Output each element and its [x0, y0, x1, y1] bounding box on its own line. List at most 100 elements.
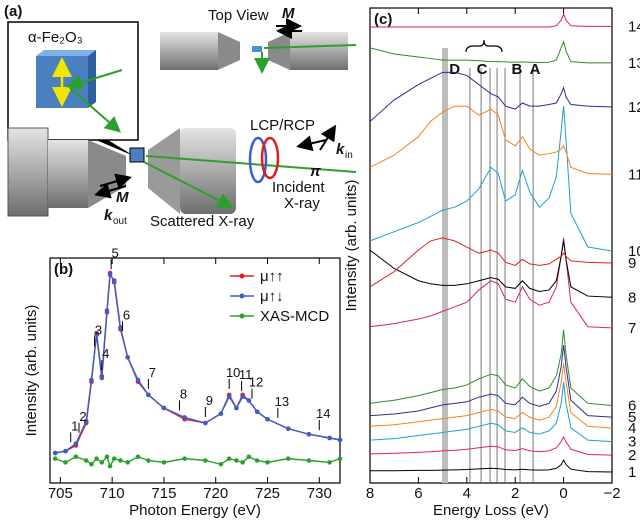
panel-label: (b)	[54, 261, 73, 278]
data-point	[52, 450, 58, 456]
x-tick-label: 730	[307, 485, 332, 502]
data-point	[254, 409, 260, 415]
data-point	[203, 420, 208, 426]
kout-symbol: k	[104, 207, 113, 224]
series-line	[55, 272, 341, 454]
legend-label: XAS-MCD	[260, 308, 329, 325]
series-line	[369, 237, 613, 329]
sample-top	[252, 46, 262, 52]
series-label: 12	[628, 99, 640, 116]
data-point	[99, 375, 105, 381]
feature-label: C	[477, 61, 488, 78]
legend-swatch	[239, 313, 245, 319]
data-point	[118, 458, 123, 463]
series-line	[369, 363, 613, 429]
data-point	[83, 458, 89, 463]
data-point	[182, 456, 187, 461]
pi-arrow	[319, 124, 337, 151]
peak-label: 3	[95, 323, 102, 338]
yoke-left	[7, 127, 49, 217]
x-axis-title: Energy Loss (eV)	[433, 502, 549, 519]
data-point	[234, 458, 239, 463]
data-point	[111, 456, 117, 461]
data-point	[218, 411, 224, 416]
feature-label: B	[511, 61, 522, 78]
inset-pointer	[96, 140, 134, 156]
data-point	[73, 454, 79, 460]
legend-label: μ↑↓	[260, 288, 284, 305]
series-line	[369, 40, 612, 64]
data-point	[161, 460, 167, 465]
pole-top-left	[218, 32, 240, 70]
pi-label: π	[310, 163, 321, 180]
series-label: 7	[628, 320, 636, 337]
series-line	[369, 381, 613, 443]
series-line	[369, 240, 613, 298]
data-point	[327, 460, 332, 465]
data-point	[265, 460, 270, 465]
x-tick-label: 705	[48, 485, 73, 502]
plot-frame	[369, 7, 613, 484]
series-label: 13	[628, 55, 640, 72]
data-point	[240, 394, 245, 400]
peak-label: 4	[102, 346, 109, 361]
magnet-top-right	[290, 32, 348, 70]
peak-label: 7	[149, 365, 156, 380]
incident-label: Incident	[272, 179, 325, 196]
data-point	[89, 377, 94, 383]
x-tick-label: 8	[366, 485, 374, 502]
data-point	[89, 461, 94, 467]
kout-sub: out	[113, 216, 127, 227]
data-point	[265, 416, 270, 422]
data-point	[285, 426, 291, 431]
peak-label: 2	[79, 409, 86, 424]
data-point	[118, 325, 123, 330]
legend-swatch	[239, 273, 245, 279]
x-tick-label: 2	[511, 485, 519, 502]
data-point	[63, 460, 68, 465]
legend-label: μ↑↑	[260, 268, 284, 285]
series-line	[369, 106, 613, 252]
data-point	[306, 458, 312, 463]
beam-out	[143, 161, 234, 208]
magnet-left	[48, 140, 88, 208]
x-axis-title: Photon Energy (eV)	[129, 502, 261, 519]
x-tick-label: 710	[100, 485, 125, 502]
data-point	[337, 437, 343, 443]
data-point	[226, 456, 232, 461]
sample-label: α-Fe₂O₃	[28, 29, 83, 46]
scattered-label: Scattered X-ray	[150, 213, 255, 230]
series-line	[370, 12, 612, 28]
series-label: 3	[628, 434, 636, 451]
x-tick-label: 0	[559, 485, 567, 502]
kin-arrow	[296, 135, 327, 152]
series-label: 5	[628, 409, 636, 426]
peak-label: 6	[123, 307, 130, 322]
y-axis-title: Intensity (arb. units)	[23, 305, 40, 437]
kin-symbol: k	[336, 141, 345, 158]
panel-label: (a)	[4, 3, 22, 20]
x-tick-label: 715	[151, 485, 176, 502]
brace	[465, 39, 503, 53]
data-point	[104, 310, 110, 315]
data-point	[135, 377, 141, 383]
series-line	[55, 272, 341, 454]
pole-top-right	[268, 32, 290, 70]
series-line	[369, 435, 613, 456]
lcp-ring	[248, 136, 268, 184]
series-line	[54, 455, 341, 468]
series-line	[369, 345, 613, 418]
x-tick-label: 720	[203, 485, 228, 502]
peak-label: 13	[275, 394, 289, 409]
series-label: 8	[628, 289, 636, 306]
series-label: 4	[628, 420, 636, 437]
rcp-ring	[260, 136, 280, 180]
data-point	[246, 398, 252, 403]
peak-label: 5	[111, 245, 118, 260]
x-tick-label: 4	[463, 485, 471, 502]
pole-right	[148, 128, 180, 214]
data-point	[107, 463, 113, 469]
polarization-label: LCP/RCP	[250, 117, 315, 134]
data-point	[306, 431, 312, 437]
